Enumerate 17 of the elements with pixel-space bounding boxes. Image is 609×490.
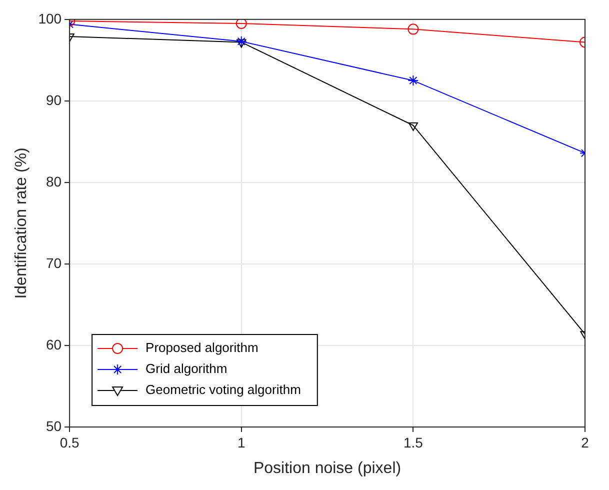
y-axis-title: Identification rate (%) [13, 148, 30, 299]
point [236, 19, 247, 29]
y-tick-label: 80 [46, 173, 62, 190]
x-tick-label: 1 [237, 434, 246, 450]
y-tick-label: 50 [46, 418, 62, 434]
x-tick-label: 0.5 [60, 434, 80, 450]
x-tick-label: 2 [581, 434, 590, 450]
point [408, 24, 419, 35]
legend-label: Geometric voting algorithm [146, 382, 301, 398]
x-axis-title: Position noise (pixel) [253, 460, 402, 477]
y-tick-label: 100 [38, 10, 62, 26]
y-tick-label: 70 [46, 254, 62, 271]
y-tick-label: 90 [46, 92, 62, 108]
x-tick-label: 1.5 [403, 434, 424, 450]
legend-label: Grid algorithm [146, 361, 228, 376]
legend-label: Proposed algorithm [146, 340, 258, 356]
y-tick-label: 60 [46, 336, 62, 352]
